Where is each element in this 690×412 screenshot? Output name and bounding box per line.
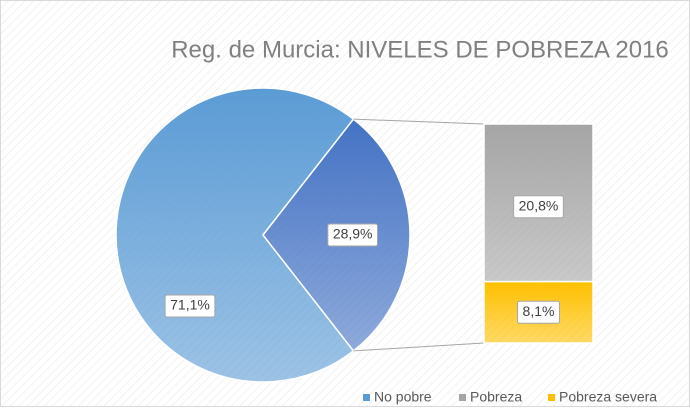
legend-label: Pobreza <box>470 389 522 405</box>
data-label-box <box>517 300 560 324</box>
connector-line <box>353 342 485 352</box>
chart-title: Reg. de Murcia: NIVELES DE POBREZA 2016 <box>171 36 669 63</box>
connector-line <box>353 118 485 125</box>
legend-label: Pobreza severa <box>559 389 657 405</box>
data-label: 71,1% <box>170 297 210 313</box>
data-label: 28,9% <box>333 226 373 242</box>
legend-label: No pobre <box>374 389 432 405</box>
data-label-box <box>164 294 216 318</box>
data-label-box <box>513 195 564 219</box>
data-label-box <box>327 223 379 247</box>
data-label: 8,1% <box>523 303 555 319</box>
legend-swatch <box>363 394 370 401</box>
data-label: 20,8% <box>519 198 559 214</box>
legend-swatch <box>459 394 466 401</box>
legend-swatch <box>548 394 555 401</box>
